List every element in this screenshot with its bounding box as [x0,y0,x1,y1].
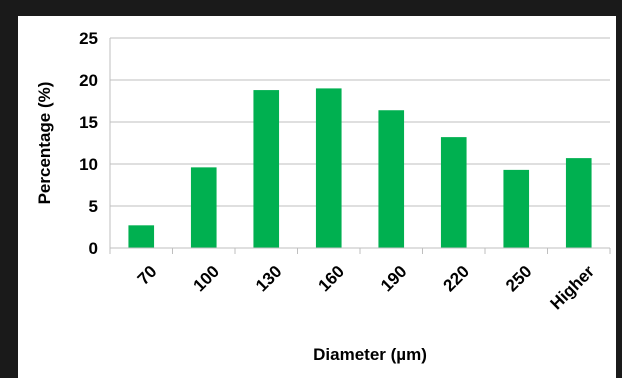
x-tick-label: 190 [377,262,410,295]
y-tick-label: 10 [79,155,98,174]
bar-chart: 0 5 10 15 20 25 70 100 130 160 190 220 250 Higher Pe… [35,29,611,364]
y-tick-label: 20 [79,71,98,90]
y-tick-label: 0 [89,239,98,258]
y-tick-label: 15 [79,113,98,132]
y-tick-labels: 0 5 10 15 20 25 [79,29,98,258]
x-tick-label: 250 [502,262,535,295]
chart-panel: 0 5 10 15 20 25 70 100 130 160 190 220 250 Higher Pe… [18,16,616,378]
bars [128,88,592,249]
bar [315,88,342,249]
axes [109,38,611,254]
bar [440,137,467,248]
x-tick-label: 100 [190,262,223,295]
x-tick-label: 130 [252,262,285,295]
x-axis-title: Diameter (µm) [313,345,427,364]
bar [253,90,280,248]
x-tick-label: 220 [440,262,473,295]
y-tick-label: 5 [89,197,98,216]
bar [503,169,530,248]
bar [565,158,592,248]
x-tick-labels: 70 100 130 160 190 220 250 Higher [134,262,599,314]
y-tick-label: 25 [79,29,98,48]
gridlines [110,37,610,207]
x-tick-label: Higher [547,262,599,314]
x-tick-label: 160 [315,262,348,295]
y-axis-title: Percentage (%) [35,82,54,205]
bar [378,110,405,249]
bar [128,225,155,248]
bar [190,167,217,248]
x-tick-label: 70 [134,262,161,289]
